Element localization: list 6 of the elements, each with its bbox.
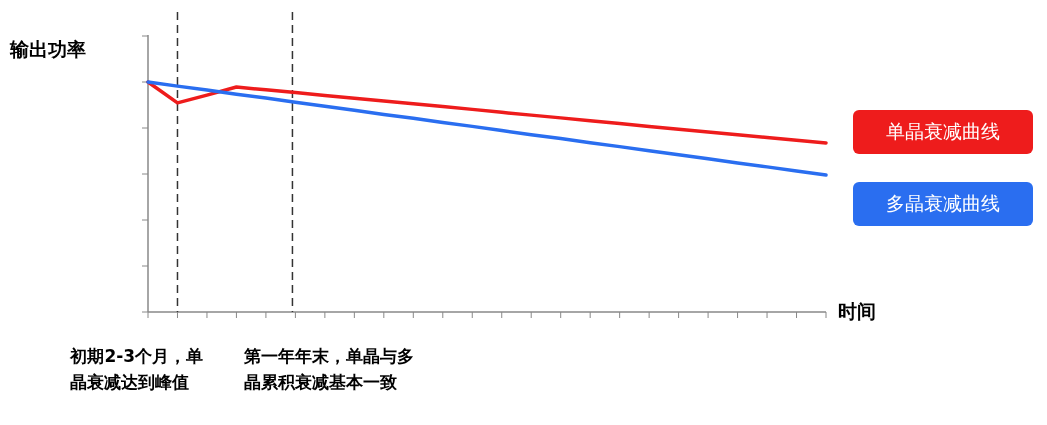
text: 单晶衰减曲线 (853, 110, 1033, 154)
text: 初期2-3个月，单晶衰减达到峰值 (70, 345, 205, 394)
y-axis-title: 输出功率 (9, 38, 86, 60)
text: 第一年年末，单晶与多晶累积衰减基本一致 (244, 345, 416, 394)
x-axis-title: 时间 (838, 300, 876, 322)
text: 多晶衰减曲线 (853, 182, 1033, 226)
